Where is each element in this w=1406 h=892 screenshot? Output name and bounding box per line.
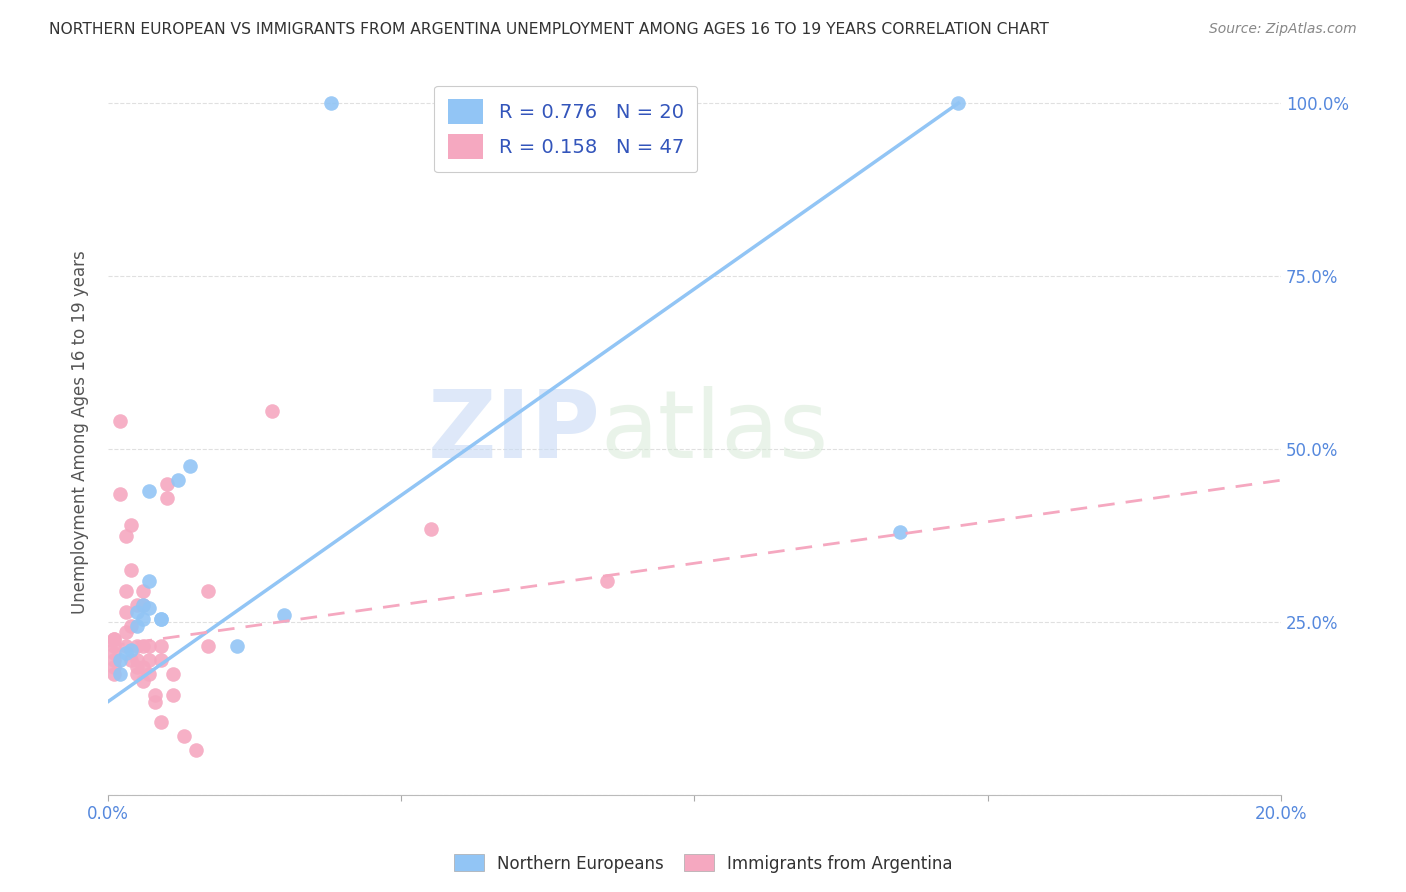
Point (138, 574, 160, 588)
Point (162, 667, 184, 681)
Point (138, 653, 160, 667)
Point (132, 583, 155, 598)
Point (127, 660, 149, 674)
Point (226, 640, 249, 654)
Point (173, 729, 195, 743)
Point (319, 96, 342, 111)
Point (114, 583, 136, 598)
Point (138, 483, 160, 498)
Legend: R = 0.776   N = 20, R = 0.158   N = 47: R = 0.776 N = 20, R = 0.158 N = 47 (434, 86, 697, 172)
Point (127, 605, 149, 619)
Point (167, 473, 190, 487)
Point (419, 522, 441, 536)
Legend: Northern Europeans, Immigrants from Argentina: Northern Europeans, Immigrants from Arge… (447, 847, 959, 880)
Point (179, 459, 201, 474)
Point (108, 667, 131, 681)
Point (108, 414, 131, 428)
Point (197, 640, 219, 654)
Point (132, 598, 155, 612)
Point (108, 653, 131, 667)
Point (108, 487, 131, 501)
Point (132, 598, 155, 612)
Point (132, 612, 155, 626)
Text: NORTHERN EUROPEAN VS IMMIGRANTS FROM ARGENTINA UNEMPLOYMENT AMONG AGES 16 TO 19 : NORTHERN EUROPEAN VS IMMIGRANTS FROM ARG… (49, 22, 1049, 37)
Point (149, 612, 172, 626)
Point (103, 640, 125, 654)
Point (149, 653, 172, 667)
Point (103, 667, 125, 681)
Point (184, 743, 207, 757)
Point (120, 642, 142, 657)
Point (595, 574, 617, 588)
Point (127, 618, 149, 632)
Point (127, 667, 149, 681)
Point (138, 640, 160, 654)
Point (262, 404, 284, 418)
Point (127, 598, 149, 612)
Point (127, 653, 149, 667)
Point (889, 525, 911, 540)
Point (120, 563, 142, 577)
Text: ZIP: ZIP (427, 386, 600, 478)
Point (273, 608, 295, 623)
Point (127, 640, 149, 654)
Point (156, 491, 179, 505)
Point (132, 640, 155, 654)
Point (132, 673, 155, 688)
Point (143, 695, 166, 709)
Point (197, 583, 219, 598)
Point (156, 476, 179, 491)
Point (114, 605, 136, 619)
Point (120, 653, 142, 667)
Point (103, 632, 125, 647)
Point (138, 601, 160, 615)
Point (149, 715, 172, 730)
Point (103, 653, 125, 667)
Point (103, 646, 125, 660)
Point (114, 640, 136, 654)
Text: atlas: atlas (600, 386, 830, 478)
Point (149, 640, 172, 654)
Text: Source: ZipAtlas.com: Source: ZipAtlas.com (1209, 22, 1357, 37)
Point (114, 625, 136, 640)
Point (103, 632, 125, 647)
Point (120, 518, 142, 533)
Point (143, 688, 166, 702)
Point (114, 528, 136, 542)
Point (132, 660, 155, 674)
Y-axis label: Unemployment Among Ages 16 to 19 years: Unemployment Among Ages 16 to 19 years (72, 250, 89, 614)
Point (114, 646, 136, 660)
Point (138, 667, 160, 681)
Point (948, 96, 970, 111)
Point (149, 612, 172, 626)
Point (162, 688, 184, 702)
Point (120, 618, 142, 632)
Point (103, 660, 125, 674)
